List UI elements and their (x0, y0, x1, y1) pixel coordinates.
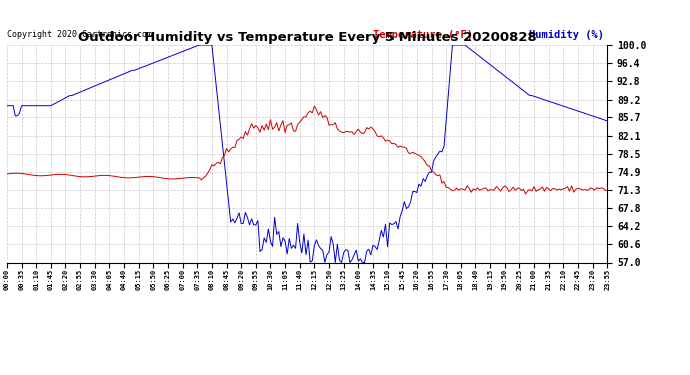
Text: Copyright 2020 Cartronics.com: Copyright 2020 Cartronics.com (7, 30, 152, 39)
Title: Outdoor Humidity vs Temperature Every 5 Minutes 20200828: Outdoor Humidity vs Temperature Every 5 … (78, 31, 536, 44)
Text: Humidity (%): Humidity (%) (529, 30, 604, 40)
Text: Temperature (°F): Temperature (°F) (373, 30, 473, 40)
